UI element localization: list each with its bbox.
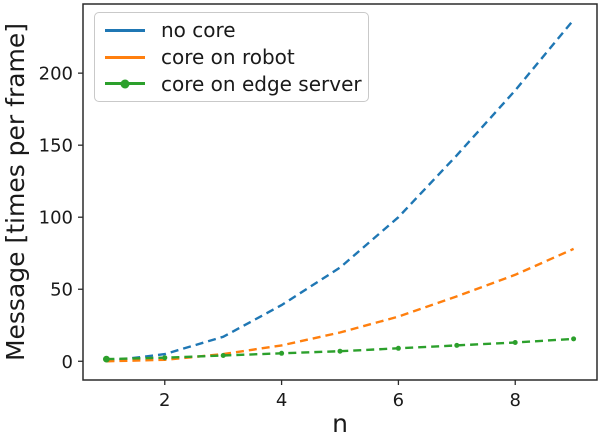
legend-line-core-on-edge-server [105, 79, 145, 89]
series-marker-core-on-edge-server [162, 355, 168, 361]
legend-label-core-on-robot: core on robot [161, 45, 295, 69]
legend-label-core-on-edge-server: core on edge server [161, 71, 362, 96]
series-marker-core-on-edge-server [103, 355, 110, 363]
legend-item-core-on-edge-server: core on edge server [95, 70, 368, 97]
series-marker-core-on-edge-server [395, 345, 401, 351]
legend-line-no-core [105, 28, 145, 32]
curves-layer [103, 19, 577, 363]
legend: no core core on robot core on edge server [94, 12, 369, 102]
y-tick-label: 0 [62, 352, 73, 373]
x-tick-label: 2 [159, 390, 170, 411]
legend-label-no-core: no core [161, 18, 236, 43]
y-tick-label: 100 [39, 208, 73, 229]
series-line-core-on-robot [106, 247, 575, 363]
x-tick-label: 4 [276, 390, 287, 411]
series-marker-core-on-edge-server [279, 350, 285, 356]
y-tick-label: 150 [39, 136, 73, 157]
series-marker-core-on-edge-server [512, 340, 518, 345]
plot-border [82, 3, 598, 381]
legend-dot-core-on-edge-server [120, 79, 130, 89]
series-marker-core-on-edge-server [571, 336, 577, 342]
x-axis-label: n [332, 409, 348, 437]
legend-line-core-on-robot [105, 55, 145, 59]
ticks-layer: 2 4 6 8 0 50 100 150 200 [39, 64, 521, 411]
legend-item-no-core: no core [95, 17, 368, 44]
series-marker-core-on-edge-server [454, 342, 460, 348]
series-marker-core-on-edge-server [337, 348, 343, 354]
series-marker-core-on-edge-server [220, 353, 226, 358]
series-line-no-core [106, 19, 575, 363]
x-tick-label: 6 [393, 390, 404, 411]
y-tick-label: 200 [39, 64, 73, 85]
y-axis-label: Message [times per frame] [1, 23, 30, 361]
x-tick-label: 8 [510, 390, 521, 411]
y-tick-label: 50 [50, 280, 73, 301]
legend-item-core-on-robot: core on robot [95, 44, 368, 71]
